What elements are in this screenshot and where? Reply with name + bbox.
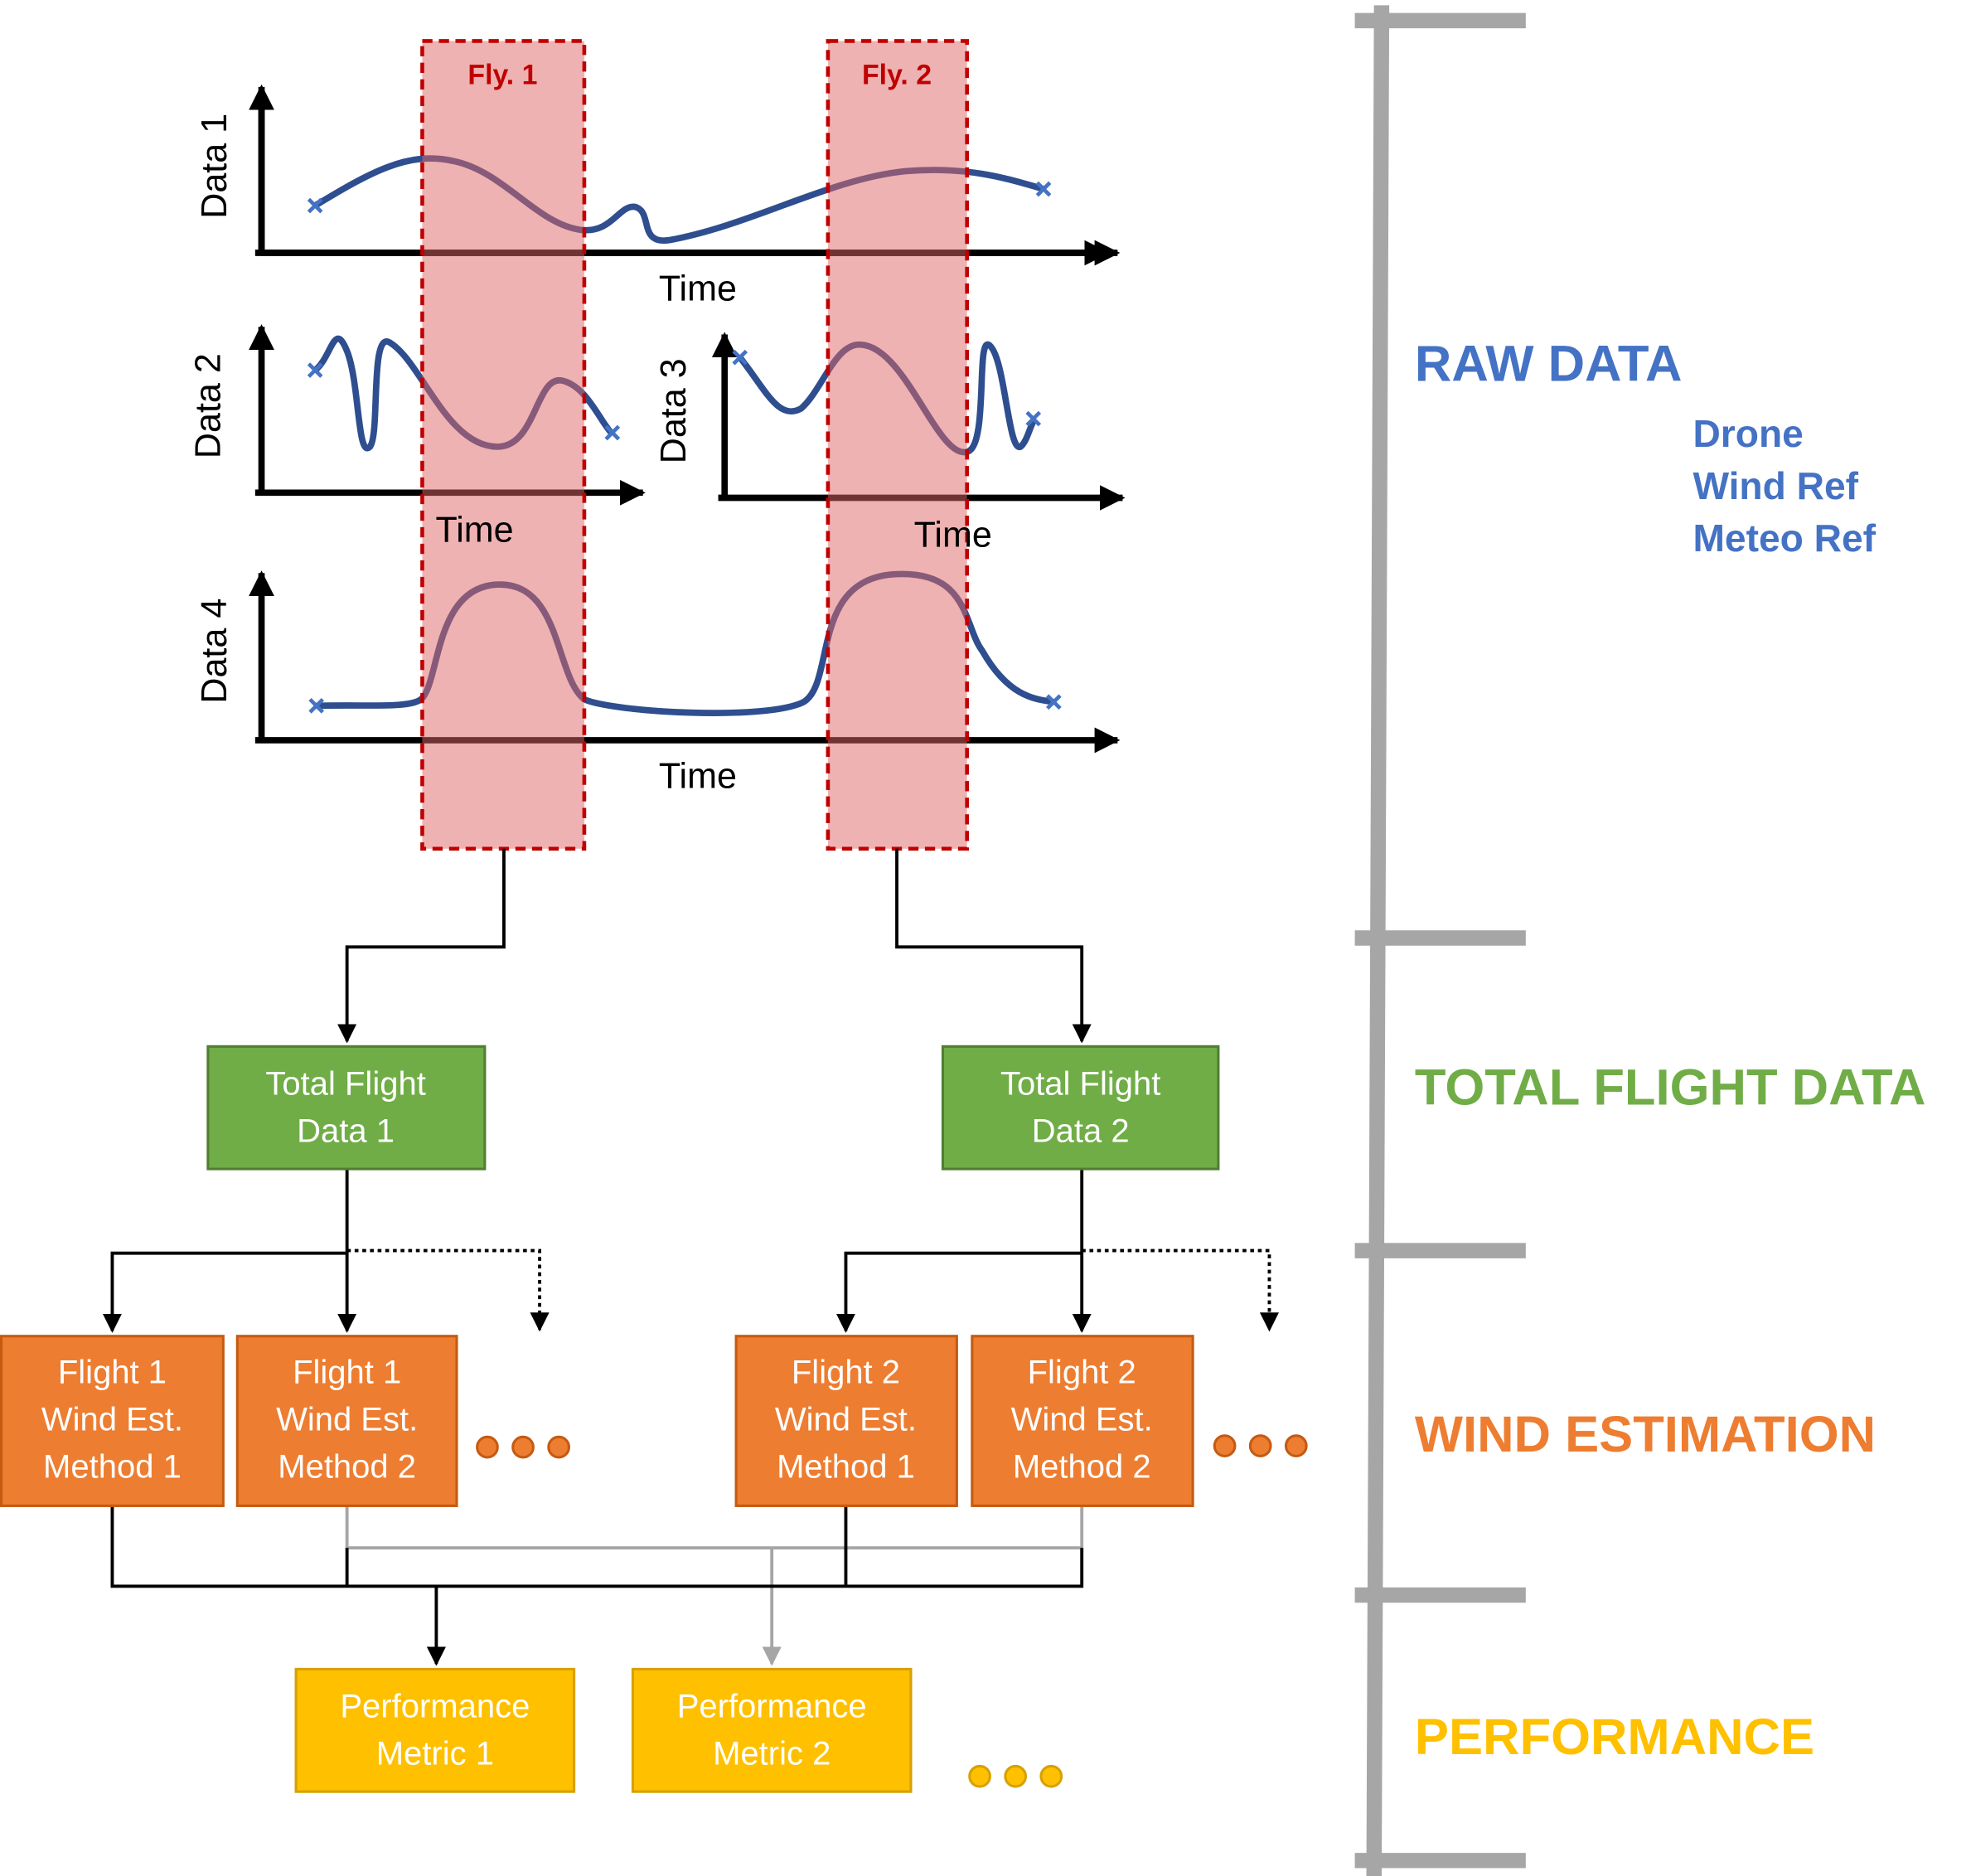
connector <box>1082 1248 1280 1332</box>
x-label: Time <box>435 510 513 550</box>
source-label: Meteo Ref <box>1693 516 1876 560</box>
connector <box>895 848 1092 1044</box>
dot <box>511 1435 535 1459</box>
wind-box <box>971 1335 1194 1507</box>
box-text: Performance <box>340 1689 530 1725</box>
flight-label: Fly. 2 <box>862 60 932 91</box>
box-text: Performance <box>677 1689 867 1725</box>
stage-label: RAW DATA <box>1415 336 1682 393</box>
wind-boxes: Flight 1 Wind Est. Method 1 Flight 1 Win… <box>0 1335 1194 1507</box>
wind-box <box>235 1335 458 1507</box>
x-label: Time <box>659 756 737 796</box>
connector <box>102 1251 347 1333</box>
box-text: Method 2 <box>1013 1448 1151 1485</box>
dot <box>1284 1434 1308 1457</box>
total-flight-box <box>941 1045 1220 1171</box>
dot <box>1248 1434 1272 1457</box>
connector <box>346 1248 550 1332</box>
flight-window <box>420 39 587 851</box>
stage-label: PERFORMANCE <box>1415 1709 1814 1766</box>
flight-window <box>826 39 969 851</box>
box-text: Method 1 <box>43 1448 182 1485</box>
box-text: Method 2 <box>278 1448 416 1485</box>
box-text: Flight 1 <box>293 1354 401 1390</box>
performance-box <box>294 1667 576 1793</box>
cross-marks <box>307 181 1062 714</box>
box-text: Flight 2 <box>792 1354 900 1390</box>
scale-line <box>1366 5 1390 1876</box>
box-text: Flight 2 <box>1028 1354 1136 1390</box>
box-text: Total Flight <box>265 1066 425 1103</box>
total-flight-box <box>206 1045 487 1171</box>
box-text: Data 2 <box>1032 1113 1130 1150</box>
box-text: Wind Est. <box>276 1401 418 1437</box>
stage-label: TOTAL FLIGHT DATA <box>1415 1059 1926 1116</box>
box-text: Method 1 <box>777 1448 915 1485</box>
endpoints <box>307 181 1062 714</box>
wind-box <box>734 1335 958 1507</box>
stage-label: WIND ESTIMATION <box>1415 1406 1876 1463</box>
box-text: Wind Est. <box>1011 1401 1153 1437</box>
connectors <box>102 848 1280 1665</box>
y-label: Data 3 <box>654 358 694 463</box>
performance-box <box>631 1667 913 1793</box>
box-text: Metric 2 <box>713 1736 831 1772</box>
box-text: Flight 1 <box>58 1354 167 1390</box>
box-text: Data 1 <box>297 1113 395 1150</box>
x-label: Time <box>659 269 737 309</box>
dot <box>547 1435 571 1459</box>
connector <box>345 1505 1084 1664</box>
box-text: Metric 1 <box>376 1736 494 1772</box>
connector <box>835 1251 1082 1333</box>
y-label: Data 2 <box>188 353 228 458</box>
y-label: Data 4 <box>195 599 235 704</box>
ellipsis <box>968 1764 1063 1788</box>
box-text: Total Flight <box>1000 1066 1160 1103</box>
connector <box>110 1505 1084 1588</box>
dot <box>1039 1764 1063 1788</box>
source-label: Drone <box>1693 412 1803 455</box>
box-text: Wind Est. <box>775 1401 917 1437</box>
source-label: Wind Ref <box>1693 464 1858 507</box>
wind-box <box>0 1335 225 1507</box>
ellipsis <box>476 1434 1308 1459</box>
stage-scale <box>1354 5 1526 1876</box>
dot <box>476 1435 499 1459</box>
dot <box>1004 1764 1028 1788</box>
connector <box>337 848 506 1044</box>
box-text: Wind Est. <box>41 1401 183 1437</box>
y-label: Data 1 <box>195 114 235 219</box>
dot <box>1213 1434 1237 1457</box>
flight-label: Fly. 1 <box>467 60 537 91</box>
dot <box>968 1764 991 1788</box>
x-label: Time <box>914 516 992 555</box>
